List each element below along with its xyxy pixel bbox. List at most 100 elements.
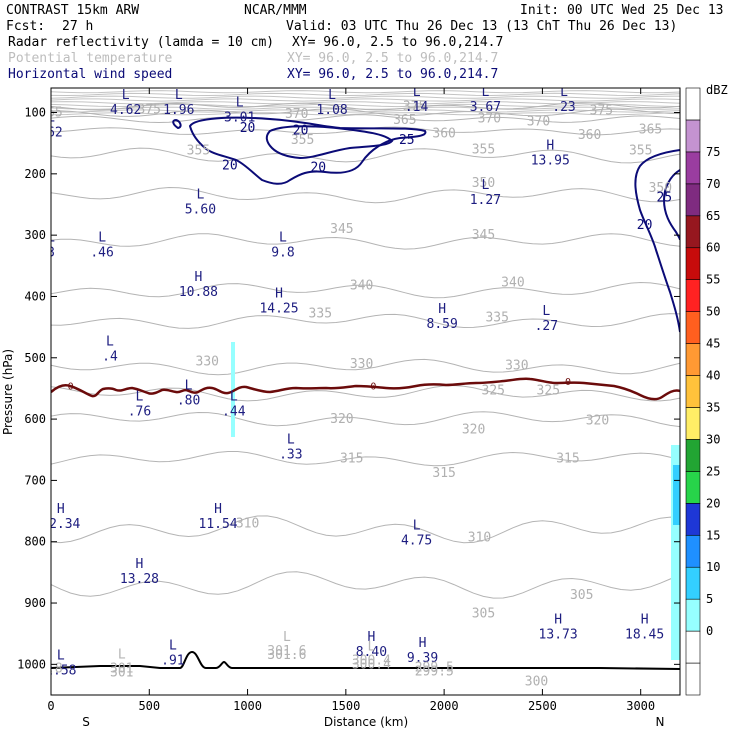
colorbar-tick-label: 35 [706, 400, 720, 414]
theta-label: 320 [462, 423, 485, 438]
x-axis-north-label: N [656, 715, 665, 729]
colorbar-tick-label: 15 [706, 528, 720, 542]
wind-extremum-value: 1.27 [470, 193, 501, 208]
field-wind-xy: XY= 96.0, 2.5 to 96.0,214.7 [287, 67, 498, 82]
theta-label: 330 [350, 357, 373, 372]
wind-extremum-value: 10.88 [179, 285, 218, 300]
theta-label: 315 [556, 451, 579, 466]
wind-small-loop [172, 118, 182, 130]
init-time: Init: 00 UTC Wed 25 Dec 13 [520, 3, 724, 18]
theta-label: 340 [350, 278, 373, 293]
wind-extremum-value: .62 [39, 126, 62, 141]
theta-contour-325 [51, 384, 680, 402]
theta-contour-330 [51, 358, 680, 376]
zero-isotherm-label: 0 [68, 381, 74, 392]
model-title: CONTRAST 15km ARW [6, 3, 139, 18]
wind-extremum-value: 13.73 [539, 627, 578, 642]
wind-contour-label: 25 [399, 133, 415, 148]
wind-extremum-value: 3.01 [224, 110, 255, 125]
wind-extremum-value: 3.67 [470, 100, 501, 115]
wind-25-contour-upper [265, 125, 394, 160]
isentrope-band-line [51, 90, 680, 94]
wind-extremum-value: 12.34 [41, 517, 80, 532]
wind-extremum-value: 5.60 [185, 202, 216, 217]
theta-label: 315 [432, 466, 455, 481]
theta-label: 355 [291, 133, 314, 148]
colorbar-segment [685, 566, 701, 600]
wind-contour-label: 20 [293, 124, 309, 139]
theta-extremum-value: 301 [110, 661, 133, 676]
wind-extremum-marker: L [169, 639, 177, 654]
theta-contour-335 [51, 313, 680, 329]
y-axis-label: Pressure (hPa) [1, 349, 15, 435]
wind-extremum-value: .91 [161, 654, 184, 669]
wind-extremum-value: .23 [552, 100, 575, 115]
theta-label: 375 [138, 102, 161, 117]
wind-extremum-marker: H [195, 270, 203, 285]
y-tick-label: 700 [24, 473, 46, 487]
wind-extremum-marker: L [481, 85, 489, 100]
theta-contour-320 [51, 411, 680, 428]
fcst-value: 27 h [62, 19, 93, 34]
wind-extremum-marker: L [413, 518, 421, 533]
theta-label: 300 [525, 675, 548, 690]
colorbar-segment [685, 87, 701, 121]
colorbar-segment [685, 183, 701, 217]
wind-25-contour-north [662, 169, 680, 241]
theta-contour-305 [51, 571, 680, 599]
wind-20-contour-upper [188, 116, 427, 185]
fcst-label: Fcst: [6, 19, 45, 34]
x-axis-label: Distance (km) [324, 715, 408, 729]
theta-label: 335 [309, 307, 332, 322]
theta-contour-350 [51, 186, 680, 204]
field-reflectivity-name: Radar reflectivity (lamda = 10 cm) [8, 35, 274, 50]
wind-extremum-marker: H [546, 138, 554, 153]
colorbar-segment [685, 503, 701, 536]
wind-extremum-value: 13.95 [531, 153, 570, 168]
theta-contour-340 [51, 281, 680, 299]
colorbar-tick-label: 10 [706, 560, 720, 574]
y-tick-label: 200 [24, 167, 46, 181]
theta-label: 350 [472, 176, 495, 191]
theta-contour-365 [51, 114, 680, 124]
wind-extremum-marker: L [328, 88, 336, 103]
isentrope-band-line [51, 92, 680, 97]
theta-label: 365 [393, 113, 416, 128]
isentrope-band-line [51, 95, 680, 99]
colorbar-segment [685, 534, 701, 568]
wind-extremum-value: .46 [90, 245, 113, 260]
colorbar-segment [685, 471, 701, 504]
wind-extremum-marker: L [98, 230, 106, 245]
valid-time: Valid: 03 UTC Thu 26 Dec 13 (13 ChT Thu … [286, 19, 677, 34]
theta-label: 301 [110, 665, 133, 680]
colorbar-tick-label: 65 [706, 209, 720, 223]
colorbar-segment [685, 279, 701, 312]
wind-extremum-marker: H [554, 612, 562, 627]
colorbar-tick-label: 20 [706, 496, 720, 510]
colorbar-tick-label: 75 [706, 145, 720, 159]
colorbar-segment [685, 119, 701, 153]
theta-extremum-marker: L [283, 630, 291, 645]
wind-extremum-value: 4.75 [401, 533, 432, 548]
wind-extremum-value: 4.62 [110, 103, 141, 118]
theta-label: 370 [478, 112, 501, 127]
theta-extremum-marker: L [367, 639, 375, 654]
colorbar-tick-label: 70 [706, 177, 720, 191]
x-tick-label: 2500 [528, 699, 557, 713]
wind-extremum-value: 3 [47, 245, 55, 260]
isentrope-band-line [51, 101, 680, 105]
y-tick-label: 400 [24, 289, 46, 303]
theta-contour-345 [51, 233, 680, 250]
wind-extremum-value: .14 [405, 100, 429, 115]
theta-extremum-value: 9.8 [39, 661, 62, 676]
colorbar-segment [685, 598, 701, 632]
wind-extremum-marker: L [413, 85, 421, 100]
wind-extremum-value: 11.54 [199, 517, 238, 532]
colorbar-tick-label: 40 [706, 369, 720, 383]
theta-label: 370 [527, 115, 550, 130]
wind-extremum-marker: H [367, 630, 375, 645]
y-tick-label: 100 [24, 106, 46, 120]
wind-extremum-marker: L [560, 85, 568, 100]
